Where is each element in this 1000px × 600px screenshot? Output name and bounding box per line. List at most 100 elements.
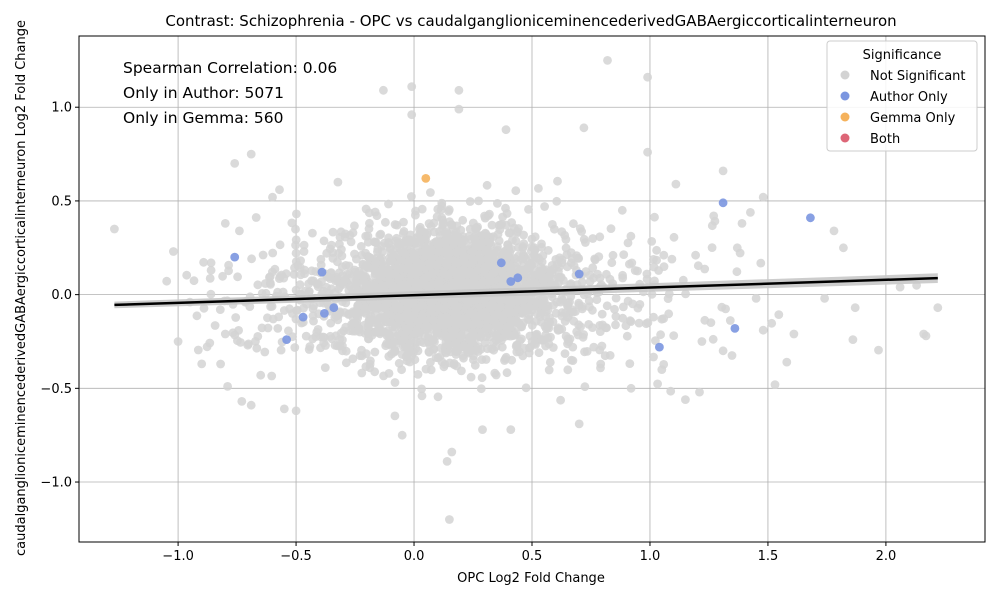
point-not-significant	[534, 348, 544, 358]
x-axis-title: OPC Log2 Fold Change	[457, 571, 605, 586]
point-not-significant	[465, 224, 475, 234]
point-not-significant	[643, 72, 652, 82]
point-not-significant	[933, 303, 943, 313]
point-not-significant	[368, 302, 378, 312]
point-not-significant	[396, 280, 406, 290]
point-not-significant	[643, 318, 653, 328]
point-gemma-only	[421, 174, 431, 183]
point-not-significant	[656, 330, 665, 340]
legend-label-author-only: Author Only	[870, 90, 948, 105]
point-not-significant	[737, 219, 747, 228]
point-not-significant	[417, 204, 427, 214]
point-not-significant	[346, 237, 356, 247]
point-not-significant	[336, 328, 346, 338]
legend-box	[826, 40, 978, 152]
point-not-significant	[691, 250, 700, 260]
point-not-significant	[252, 343, 262, 353]
point-not-significant	[338, 346, 347, 356]
point-not-significant	[483, 253, 493, 263]
point-not-significant	[364, 224, 374, 234]
point-not-significant	[474, 196, 483, 206]
point-not-significant	[307, 276, 316, 286]
point-not-significant	[543, 246, 553, 255]
point-not-significant	[756, 258, 766, 268]
point-not-significant	[457, 366, 466, 376]
point-not-significant	[649, 352, 658, 362]
point-not-significant	[511, 341, 521, 351]
point-not-significant	[708, 334, 718, 344]
y-tick-label: 0.5	[51, 194, 72, 209]
point-not-significant	[289, 270, 299, 279]
point-not-significant	[505, 248, 515, 257]
point-not-significant	[308, 304, 318, 314]
point-not-significant	[563, 365, 573, 375]
point-not-significant	[623, 238, 633, 248]
x-tick-label: −0.5	[280, 549, 312, 564]
point-not-significant	[364, 208, 374, 218]
point-not-significant	[493, 199, 502, 208]
point-not-significant	[279, 306, 289, 315]
point-not-significant	[385, 270, 395, 279]
point-not-significant	[337, 262, 347, 272]
point-not-significant	[449, 239, 459, 249]
point-not-significant	[228, 328, 238, 338]
point-not-significant	[192, 311, 202, 321]
point-not-significant	[287, 218, 297, 228]
point-not-significant	[336, 227, 346, 237]
point-not-significant	[649, 312, 658, 322]
point-not-significant	[389, 337, 399, 347]
point-not-significant	[497, 336, 506, 345]
point-not-significant	[363, 328, 373, 338]
point-not-significant	[695, 387, 704, 397]
point-not-significant	[205, 274, 215, 283]
point-not-significant	[370, 367, 380, 377]
point-not-significant	[610, 304, 619, 314]
point-not-significant	[433, 392, 443, 402]
point-not-significant	[308, 311, 318, 321]
point-not-significant	[182, 270, 192, 280]
point-not-significant	[657, 365, 667, 374]
point-not-significant	[291, 406, 301, 416]
point-not-significant	[356, 242, 366, 251]
point-not-significant	[653, 379, 662, 389]
point-not-significant	[380, 281, 390, 291]
point-not-significant	[468, 327, 478, 337]
point-author-only	[806, 213, 815, 223]
point-not-significant	[468, 256, 478, 266]
point-not-significant	[524, 205, 533, 214]
point-not-significant	[643, 147, 652, 157]
point-not-significant	[545, 357, 555, 367]
point-not-significant	[354, 324, 364, 333]
point-not-significant	[436, 343, 446, 353]
point-not-significant	[173, 337, 183, 346]
point-author-only	[730, 324, 740, 333]
point-author-only	[320, 309, 329, 318]
point-not-significant	[375, 230, 385, 240]
point-not-significant	[625, 259, 634, 269]
not-significant-points	[110, 56, 943, 524]
point-not-significant	[751, 294, 761, 303]
point-not-significant	[394, 358, 404, 368]
point-not-significant	[617, 205, 627, 215]
stats-annotation: Spearman Correlation: 0.06 Only in Autho…	[123, 59, 337, 127]
point-not-significant	[553, 324, 563, 334]
point-not-significant	[413, 233, 422, 243]
point-not-significant	[220, 219, 230, 228]
point-not-significant	[169, 247, 178, 256]
point-not-significant	[353, 301, 362, 311]
point-not-significant	[592, 295, 602, 305]
point-author-only	[329, 303, 339, 313]
point-not-significant	[681, 395, 690, 404]
point-not-significant	[393, 313, 403, 323]
point-not-significant	[574, 419, 584, 429]
point-not-significant	[829, 226, 839, 236]
point-not-significant	[206, 258, 216, 268]
point-not-significant	[377, 242, 387, 251]
point-not-significant	[732, 243, 742, 253]
point-not-significant	[406, 230, 415, 240]
point-not-significant	[320, 363, 330, 372]
point-not-significant	[390, 378, 400, 387]
legend-label-both: Both	[870, 132, 900, 147]
point-not-significant	[534, 253, 543, 263]
point-not-significant	[709, 211, 719, 221]
